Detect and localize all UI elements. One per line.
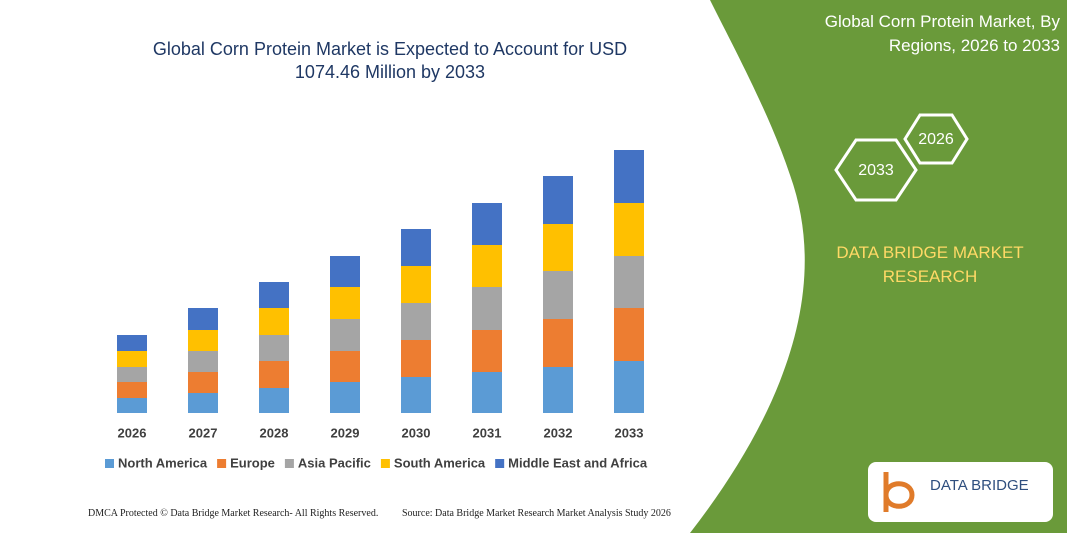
footer-left: DMCA Protected © Data Bridge Market Rese… (88, 508, 379, 519)
legend-swatch (380, 459, 390, 468)
legend-swatch (217, 459, 227, 468)
legend-swatch (105, 459, 114, 468)
legend-label: North America (118, 455, 208, 470)
bar-segment (614, 150, 644, 203)
legend-swatch (495, 459, 505, 468)
x-tick-label: 2031 (473, 425, 502, 440)
bar-segment (188, 372, 218, 393)
bar-segment (259, 388, 289, 413)
x-tick-label: 2028 (260, 425, 289, 440)
legend-label: Asia Pacific (298, 455, 371, 470)
bar-segment (614, 361, 644, 413)
chart-title: Global Corn Protein Market is Expected t… (152, 39, 628, 82)
logo-icon (883, 472, 915, 512)
bar-segment (188, 330, 218, 351)
x-tick-label: 2032 (544, 425, 573, 440)
bar-segment (401, 229, 431, 266)
badge-label: 2033 (858, 162, 894, 179)
bar-segment (543, 224, 573, 271)
brand: DATA BRIDGE MARKET RESEARCH (836, 243, 1024, 286)
bar-segment (472, 245, 502, 287)
x-tick-label: 2030 (402, 425, 431, 440)
x-tick-label: 2029 (331, 425, 360, 440)
side-title: Global Corn Protein Market, By Regions, … (824, 12, 1060, 55)
bar-segment (472, 372, 502, 413)
legend-label: Europe (230, 455, 275, 470)
bar-segment (330, 319, 360, 351)
bar-segment (401, 340, 431, 377)
legend-swatch (284, 459, 294, 468)
bar-segment (472, 330, 502, 372)
bar-segment (259, 335, 289, 361)
bar-segment (117, 398, 147, 413)
bar-segment (117, 351, 147, 367)
bar-segment (472, 287, 502, 330)
bar-segment (117, 335, 147, 351)
logo-box (868, 462, 1053, 522)
bar-segment (472, 203, 502, 245)
bar-segment (330, 256, 360, 287)
logo-text: DATA BRIDGE (930, 477, 1029, 494)
bar-segment (330, 382, 360, 413)
bar-segment (401, 377, 431, 413)
hexagon (834, 138, 918, 202)
bar-segment (543, 367, 573, 413)
bar-segment (401, 303, 431, 340)
x-tick-label: 2026 (118, 425, 147, 440)
bar-segment (330, 351, 360, 382)
legend-label: South America (394, 455, 486, 470)
bar-segment (614, 308, 644, 361)
green-panel (690, 0, 1067, 533)
bar-segment (188, 308, 218, 330)
bar-segment (259, 361, 289, 388)
bar-segment (614, 203, 644, 256)
bar-segment (543, 271, 573, 319)
bar-segment (401, 266, 431, 303)
footer-right: Source: Data Bridge Market Research Mark… (402, 508, 671, 519)
bar-segment (543, 319, 573, 367)
bar-segment (614, 256, 644, 308)
bar-segment (188, 393, 218, 413)
bar-segment (543, 176, 573, 224)
legend-label: Middle East and Africa (508, 455, 648, 470)
hexagon (903, 113, 969, 165)
badge-label: 2026 (918, 131, 954, 148)
bar-segment (117, 367, 147, 382)
x-tick-label: 2027 (189, 425, 218, 440)
bar-segment (259, 308, 289, 335)
bar-segment (188, 351, 218, 372)
bar-segment (259, 282, 289, 308)
bar-segment (330, 287, 360, 319)
bar-segment (117, 382, 147, 398)
x-tick-label: 2033 (615, 425, 644, 440)
